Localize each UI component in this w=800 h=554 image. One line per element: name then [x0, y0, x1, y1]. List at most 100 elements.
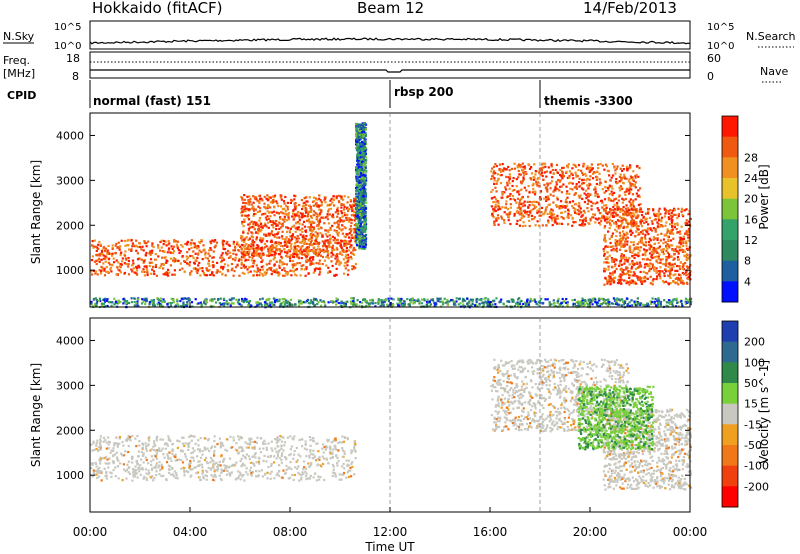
data-cell [281, 263, 284, 266]
data-cell [176, 240, 179, 243]
data-cell [361, 202, 364, 205]
data-cell [618, 264, 621, 267]
data-cell [617, 278, 620, 281]
data-cell [626, 167, 629, 171]
data-cell [660, 216, 664, 219]
data-cell [559, 207, 562, 210]
data-cell [283, 262, 286, 265]
data-cell [314, 250, 317, 253]
data-cell [566, 165, 569, 168]
data-cell [335, 297, 338, 300]
data-cell [275, 248, 278, 251]
data-cell [647, 240, 651, 243]
data-cell [350, 257, 353, 260]
data-cell [580, 301, 584, 304]
data-cell [678, 249, 681, 252]
data-cell [359, 212, 362, 215]
data-cell [622, 300, 625, 304]
data-cell [629, 184, 632, 188]
data-cell [547, 203, 550, 207]
data-cell [310, 239, 313, 242]
data-cell [684, 222, 687, 225]
data-cell [493, 177, 496, 180]
data-cell [250, 203, 253, 206]
data-cell [355, 187, 358, 190]
data-cell [354, 248, 357, 251]
data-cell [303, 201, 306, 204]
data-cell [644, 218, 647, 221]
data-cell [240, 237, 243, 240]
data-cell [295, 250, 298, 253]
date-title: 14/Feb/2013 [583, 0, 677, 17]
data-cell [631, 218, 634, 221]
data-cell [685, 230, 688, 233]
data-cell [569, 214, 573, 217]
data-cell [151, 268, 154, 271]
data-cell [597, 167, 600, 170]
data-cell [621, 238, 624, 241]
data-cell [639, 207, 643, 210]
data-cell [639, 303, 642, 306]
data-cell [681, 250, 684, 253]
data-cell [623, 191, 626, 194]
data-cell [587, 187, 590, 190]
data-cell [518, 163, 521, 166]
data-cell [345, 214, 348, 217]
data-cell [168, 247, 171, 250]
data-cell [620, 263, 623, 266]
data-cell [312, 301, 315, 304]
data-cell [103, 269, 106, 272]
data-cell [631, 178, 634, 181]
data-cell [100, 258, 103, 261]
data-cell [135, 267, 138, 270]
data-cell [118, 265, 121, 268]
data-cell [318, 218, 321, 221]
data-cell [494, 205, 497, 209]
data-cell [331, 201, 334, 204]
data-cell [95, 254, 98, 257]
data-cell [99, 272, 103, 275]
data-cell [534, 224, 537, 227]
data-cell [131, 245, 134, 248]
data-cell [144, 254, 147, 257]
data-cell [580, 169, 583, 172]
data-cell [654, 251, 657, 254]
data-cell [622, 209, 625, 212]
data-cell [255, 271, 258, 274]
data-cell [245, 207, 248, 210]
data-cell [363, 167, 366, 170]
data-cell [657, 223, 660, 226]
data-cell [336, 215, 339, 218]
data-cell [367, 303, 371, 306]
data-cell [547, 196, 550, 199]
data-cell [201, 270, 204, 273]
data-cell [359, 183, 362, 186]
data-cell [667, 265, 670, 268]
data-cell [159, 240, 162, 244]
data-cell [352, 253, 356, 256]
data-cell [647, 210, 650, 213]
data-cell [360, 170, 363, 174]
data-cell [361, 204, 365, 207]
data-cell [635, 282, 638, 285]
data-cell [323, 250, 326, 254]
data-cell [505, 168, 508, 171]
data-cell [358, 130, 361, 133]
data-cell [577, 164, 581, 167]
data-cell [615, 240, 618, 243]
data-cell [362, 238, 365, 241]
data-cell [359, 240, 362, 243]
data-cell [664, 212, 667, 215]
data-cell [673, 249, 676, 253]
data-cell [124, 257, 127, 260]
data-cell [346, 253, 350, 256]
data-cell [358, 217, 361, 220]
data-cell [357, 192, 360, 195]
data-cell [594, 190, 597, 193]
data-cell [119, 254, 122, 257]
data-cell [644, 244, 647, 247]
data-cell [667, 229, 670, 233]
data-cell [524, 301, 527, 304]
data-cell [511, 189, 514, 192]
data-cell [557, 217, 560, 220]
